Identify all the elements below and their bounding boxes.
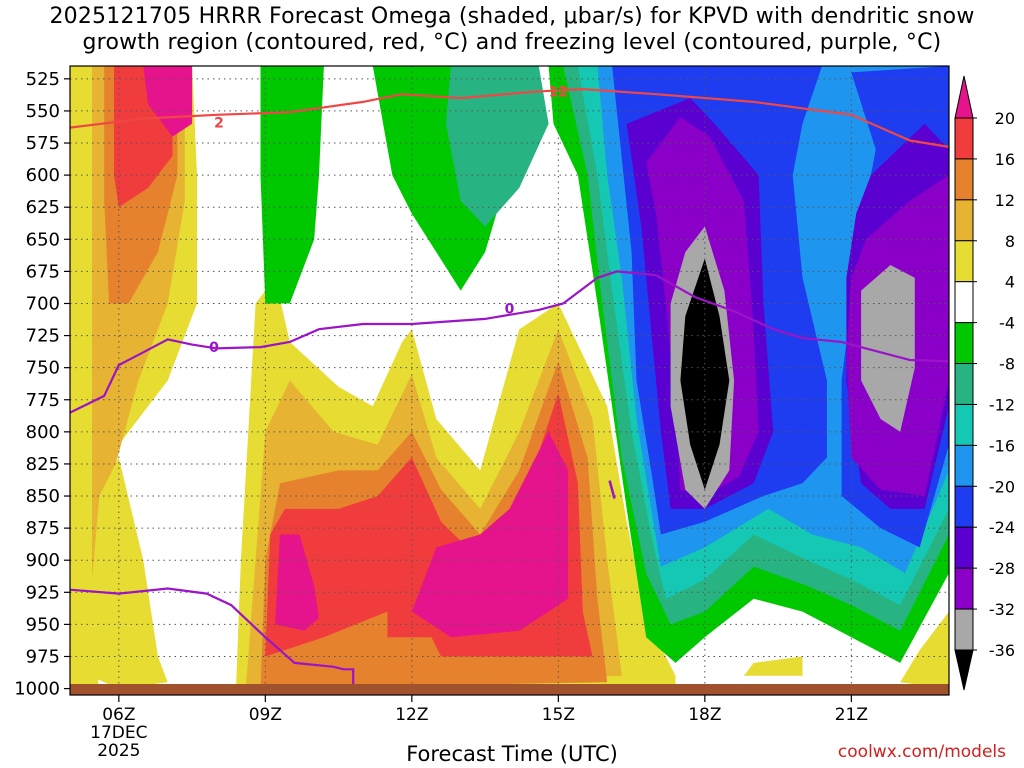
y-tick-label-900: 900 [26,550,60,571]
y-tick-label-725: 725 [26,326,60,347]
y-tick-label-875: 875 [26,518,60,539]
omega-region-pink-left-top [143,66,193,137]
gridlines [70,66,949,695]
colorbar: 20 16 12 8 4 -4 -8 -12 -16 -20 -24 -28 -32 -36 [954,75,1015,691]
y-tick-label-975: 975 [26,646,60,667]
omega-region-teal-upper-middle [446,66,549,227]
colorbar-segment-10 [954,526,974,569]
colorbar-label-6: -8 [999,355,1015,374]
colorbar-segment-8 [954,444,974,487]
y-tick-label-925: 925 [26,582,60,603]
x-date-line2: 2025 [97,741,140,761]
omega-region-pink-mid-blob [411,431,569,638]
plot-frame [69,65,950,696]
x-tick-label-06Z: 06Z [102,705,135,725]
colorbar-segment-5 [954,322,974,365]
colorbar-top-arrow [954,75,974,119]
dgz-label-2: 2 [214,115,224,131]
x-tick-label-12Z: 12Z [395,705,428,725]
colorbar-label-11: -28 [989,559,1015,578]
dgz-label-12: 12 [549,85,568,101]
omega-region-gray-right-right [861,265,915,432]
colorbar-segment-11 [954,567,974,610]
freezing-label-mid: 0 [505,302,515,318]
colorbar-segment-3 [954,240,974,283]
credit-text: coolwx.com/models [837,742,1006,762]
y-tick-label-800: 800 [26,422,60,443]
colorbar-label-8: -16 [989,436,1015,455]
colorbar-label-1: 16 [995,150,1015,169]
y-tick-label-750: 750 [26,358,60,379]
y-tick-label-525: 525 [26,69,60,90]
colorbar-label-13: -36 [989,641,1015,660]
colorbar-bottom-arrow [954,649,974,691]
colorbar-segment-6 [954,363,974,405]
y-tick-label-950: 950 [26,614,60,635]
y-tick-label-600: 600 [26,165,60,186]
colorbar-label-10: -24 [989,518,1015,537]
colorbar-label-4: 4 [1005,273,1015,292]
omega-region-yellow-bottom-left [89,457,168,689]
chart-title-line2: growth region (contoured, red, °C) and f… [82,30,942,55]
colorbar-segment-9 [954,485,974,528]
colorbar-segment-4 [954,281,974,324]
y-tick-label-1000: 1000 [14,679,60,700]
y-tick-label-675: 675 [26,261,60,282]
y-tick-label-700: 700 [26,293,60,314]
y-tick-label-575: 575 [26,133,60,154]
chart-title-line1: 2025121705 HRRR Forecast Omega (shaded, … [49,4,975,29]
x-tick-label-09Z: 09Z [249,705,282,725]
colorbar-label-9: -20 [989,477,1015,496]
colorbar-segment-1 [954,158,974,201]
x-tick-label-15Z: 15Z [542,705,575,725]
colorbar-label-7: -12 [989,395,1015,414]
y-tick-label-550: 550 [26,101,60,122]
y-tick-label-850: 850 [26,486,60,507]
ground-bar [70,684,949,695]
colorbar-segment-0 [954,117,974,160]
y-tick-label-825: 825 [26,454,60,475]
contour-lines: 12 2 0 0 [70,85,949,693]
colorbar-label-3: 8 [1005,232,1015,251]
x-axis-title: Forecast Time (UTC) [406,742,618,766]
colorbar-label-12: -32 [989,600,1015,619]
x-date-line1: 17DEC [90,723,147,743]
colorbar-segment-7 [954,403,974,446]
omega-region-green-left [260,66,324,304]
x-tick-label-18Z: 18Z [688,705,721,725]
colorbar-label-5: -4 [999,314,1015,333]
omega-region-pink-left-blob [275,534,319,631]
omega-region-yellow-bottom-mid [743,656,803,676]
dgz-contour-line [70,87,949,148]
y-tick-label-775: 775 [26,390,60,411]
colorbar-segment-12 [954,608,974,651]
x-tick-label-21Z: 21Z [835,705,868,725]
colorbar-label-0: 20 [995,109,1015,128]
freezing-label-left: 0 [209,340,219,356]
y-axis: 525 550 575 600 625 650 675 700 725 750 775 800 825 8… [14,69,70,700]
y-tick-label-650: 650 [26,229,60,250]
colorbar-label-2: 12 [995,191,1015,210]
freezing-level-upper-line [70,270,949,414]
omega-region-yellow-bottom-right [900,611,949,689]
y-tick-label-625: 625 [26,197,60,218]
colorbar-segment-2 [954,199,974,242]
freezing-level-fragment [608,480,616,499]
